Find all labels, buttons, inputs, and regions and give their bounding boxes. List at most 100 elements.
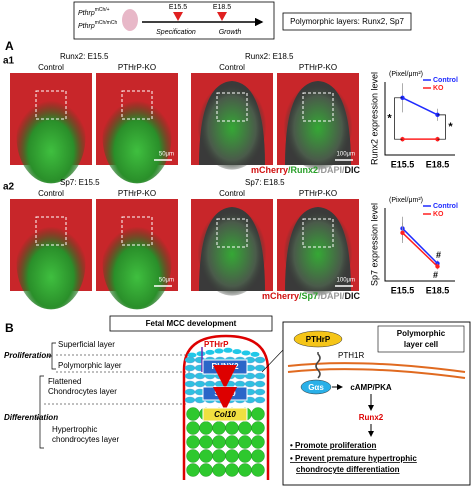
hypertrophic-cell: [251, 435, 265, 449]
scale-label: 50μm: [159, 278, 174, 284]
note-box: [282, 12, 412, 31]
phase: Proliferation: [4, 351, 51, 360]
group-label: PTHrP-KO: [118, 63, 156, 72]
diagram-title: Fetal MCC development: [146, 319, 237, 328]
marker-label: RUNX2: [211, 362, 239, 371]
cell-title: Polymorphic: [397, 329, 446, 338]
signal: [16, 91, 86, 184]
roi: [302, 92, 334, 122]
hypertrophic-cell: [199, 435, 213, 449]
stain-part: /Sp7: [299, 291, 318, 301]
allele: mCh/+: [95, 7, 110, 13]
y-axis-label: Sp7 expression level: [369, 203, 379, 286]
bracket: [48, 342, 56, 370]
hypertrophic-cell: [238, 435, 252, 449]
superficial-cell: [214, 348, 224, 354]
outcome-text: chondrocyte differentiation: [296, 465, 400, 474]
signal: [197, 203, 267, 296]
annotation: #: [436, 250, 441, 260]
layer-label: Polymorphic layer: [58, 361, 122, 370]
x-tick-label: E18.5: [426, 285, 450, 295]
superficial-cell: [196, 351, 206, 357]
series-line: [402, 97, 438, 116]
signal: [102, 91, 172, 184]
phase: Differentiation: [4, 413, 58, 422]
timepoint: E15.5: [169, 4, 187, 11]
annotation: *: [448, 121, 453, 133]
group-label: Control: [219, 63, 245, 72]
hypertrophic-cell: [212, 421, 226, 435]
cell-title-box: [377, 325, 465, 353]
hypertrophic-cell: [225, 421, 239, 435]
layer-label: Flattened: [48, 377, 81, 386]
cell-title: layer cell: [404, 340, 438, 349]
g-protein-shape: [300, 379, 332, 395]
flattened-cell: [254, 396, 266, 404]
flattened-cell: [184, 364, 196, 372]
flattened-cell: [254, 372, 266, 380]
panel-label: A: [5, 39, 14, 53]
flattened-cell: [254, 356, 266, 364]
flattened-cell: [244, 380, 256, 388]
target: Runx2: [359, 413, 384, 422]
genotype: PthrpmCh/mCh: [78, 20, 117, 30]
point: [400, 230, 405, 236]
annotation: *: [387, 112, 392, 124]
roi: [121, 90, 153, 120]
time-marker: [173, 12, 183, 21]
superficial-cell: [187, 352, 197, 358]
hypertrophic-cell: [186, 449, 200, 463]
receptor: PTH1R: [338, 351, 364, 360]
layer-label: Hypertrophic: [52, 425, 97, 434]
hypertrophic-cell: [251, 449, 265, 463]
legend-label: KO: [433, 211, 444, 218]
flattened-cell: [184, 372, 196, 380]
y-unit: (Pixel/μm²): [389, 197, 423, 204]
marker-box: [202, 407, 248, 422]
title-box: [109, 315, 273, 332]
signal: [283, 203, 353, 296]
roi: [216, 218, 248, 248]
flattened-cell: [254, 388, 266, 396]
superficial-cell: [250, 351, 260, 357]
hypertrophic-cell: [186, 435, 200, 449]
point: [435, 264, 440, 269]
membrane: [287, 362, 466, 379]
hypertrophic-cell: [186, 463, 200, 477]
y-unit: (Pixel/μm²): [389, 71, 423, 78]
embryo-icon: [122, 9, 138, 31]
stain-part: DIC: [345, 165, 361, 175]
x-tick-label: E18.5: [426, 159, 450, 169]
signal: [283, 77, 353, 170]
flattened-cell: [234, 380, 246, 388]
zoom-line: [261, 349, 284, 373]
g-protein: Gαs: [308, 383, 324, 392]
phase: Growth: [219, 29, 242, 36]
flattened-cell: [254, 364, 266, 372]
guide-lines: [44, 354, 190, 405]
layer-label: Chondrocytes layer: [48, 387, 117, 396]
header: PthrpmCh/+ PthrpmCh/mCh E15.5 E18.5 Spec…: [73, 1, 412, 40]
superficial-cell: [223, 347, 233, 353]
legend-label: Control: [433, 77, 458, 84]
layer-label: chondrocytes layer: [52, 435, 119, 444]
row-title: Runx2: E15.5: [60, 52, 109, 61]
annotation: #: [433, 270, 438, 280]
header-box: [73, 1, 275, 40]
hypertrophic-cell: [238, 463, 252, 477]
phase: Specification: [156, 29, 196, 36]
marker-label: PTHrP: [204, 340, 229, 349]
stain-legend: mCherry/Sp7/DAPI/DIC: [262, 291, 361, 301]
group-label: PTHrP-KO: [118, 189, 156, 198]
group-label: Control: [38, 189, 64, 198]
signal: [102, 217, 172, 310]
roi: [121, 216, 153, 246]
stain-part: /Runx2: [288, 165, 318, 175]
hypertrophic-cell: [251, 463, 265, 477]
signal: [16, 217, 86, 310]
stain-part: mCherry: [251, 165, 288, 175]
outcome: • Prevent premature hypertrophic: [290, 454, 417, 463]
hypertrophic-cell: [238, 449, 252, 463]
hypertrophic-cell: [238, 421, 252, 435]
